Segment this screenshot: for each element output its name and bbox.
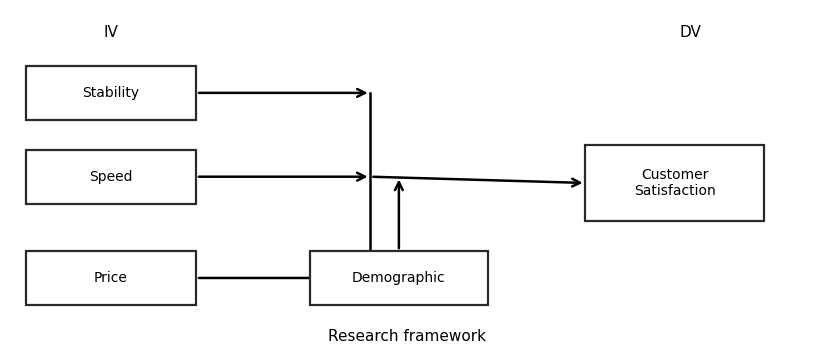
Text: Customer
Satisfaction: Customer Satisfaction bbox=[634, 168, 716, 198]
Text: Price: Price bbox=[94, 271, 128, 285]
FancyBboxPatch shape bbox=[26, 66, 196, 120]
Text: IV: IV bbox=[103, 25, 118, 40]
FancyBboxPatch shape bbox=[585, 145, 764, 221]
Text: DV: DV bbox=[680, 25, 702, 40]
Text: Speed: Speed bbox=[90, 170, 133, 184]
FancyBboxPatch shape bbox=[26, 150, 196, 204]
Text: Stability: Stability bbox=[82, 86, 139, 100]
FancyBboxPatch shape bbox=[26, 251, 196, 305]
FancyBboxPatch shape bbox=[309, 251, 488, 305]
Text: Research framework: Research framework bbox=[328, 329, 486, 344]
Text: Demographic: Demographic bbox=[352, 271, 446, 285]
